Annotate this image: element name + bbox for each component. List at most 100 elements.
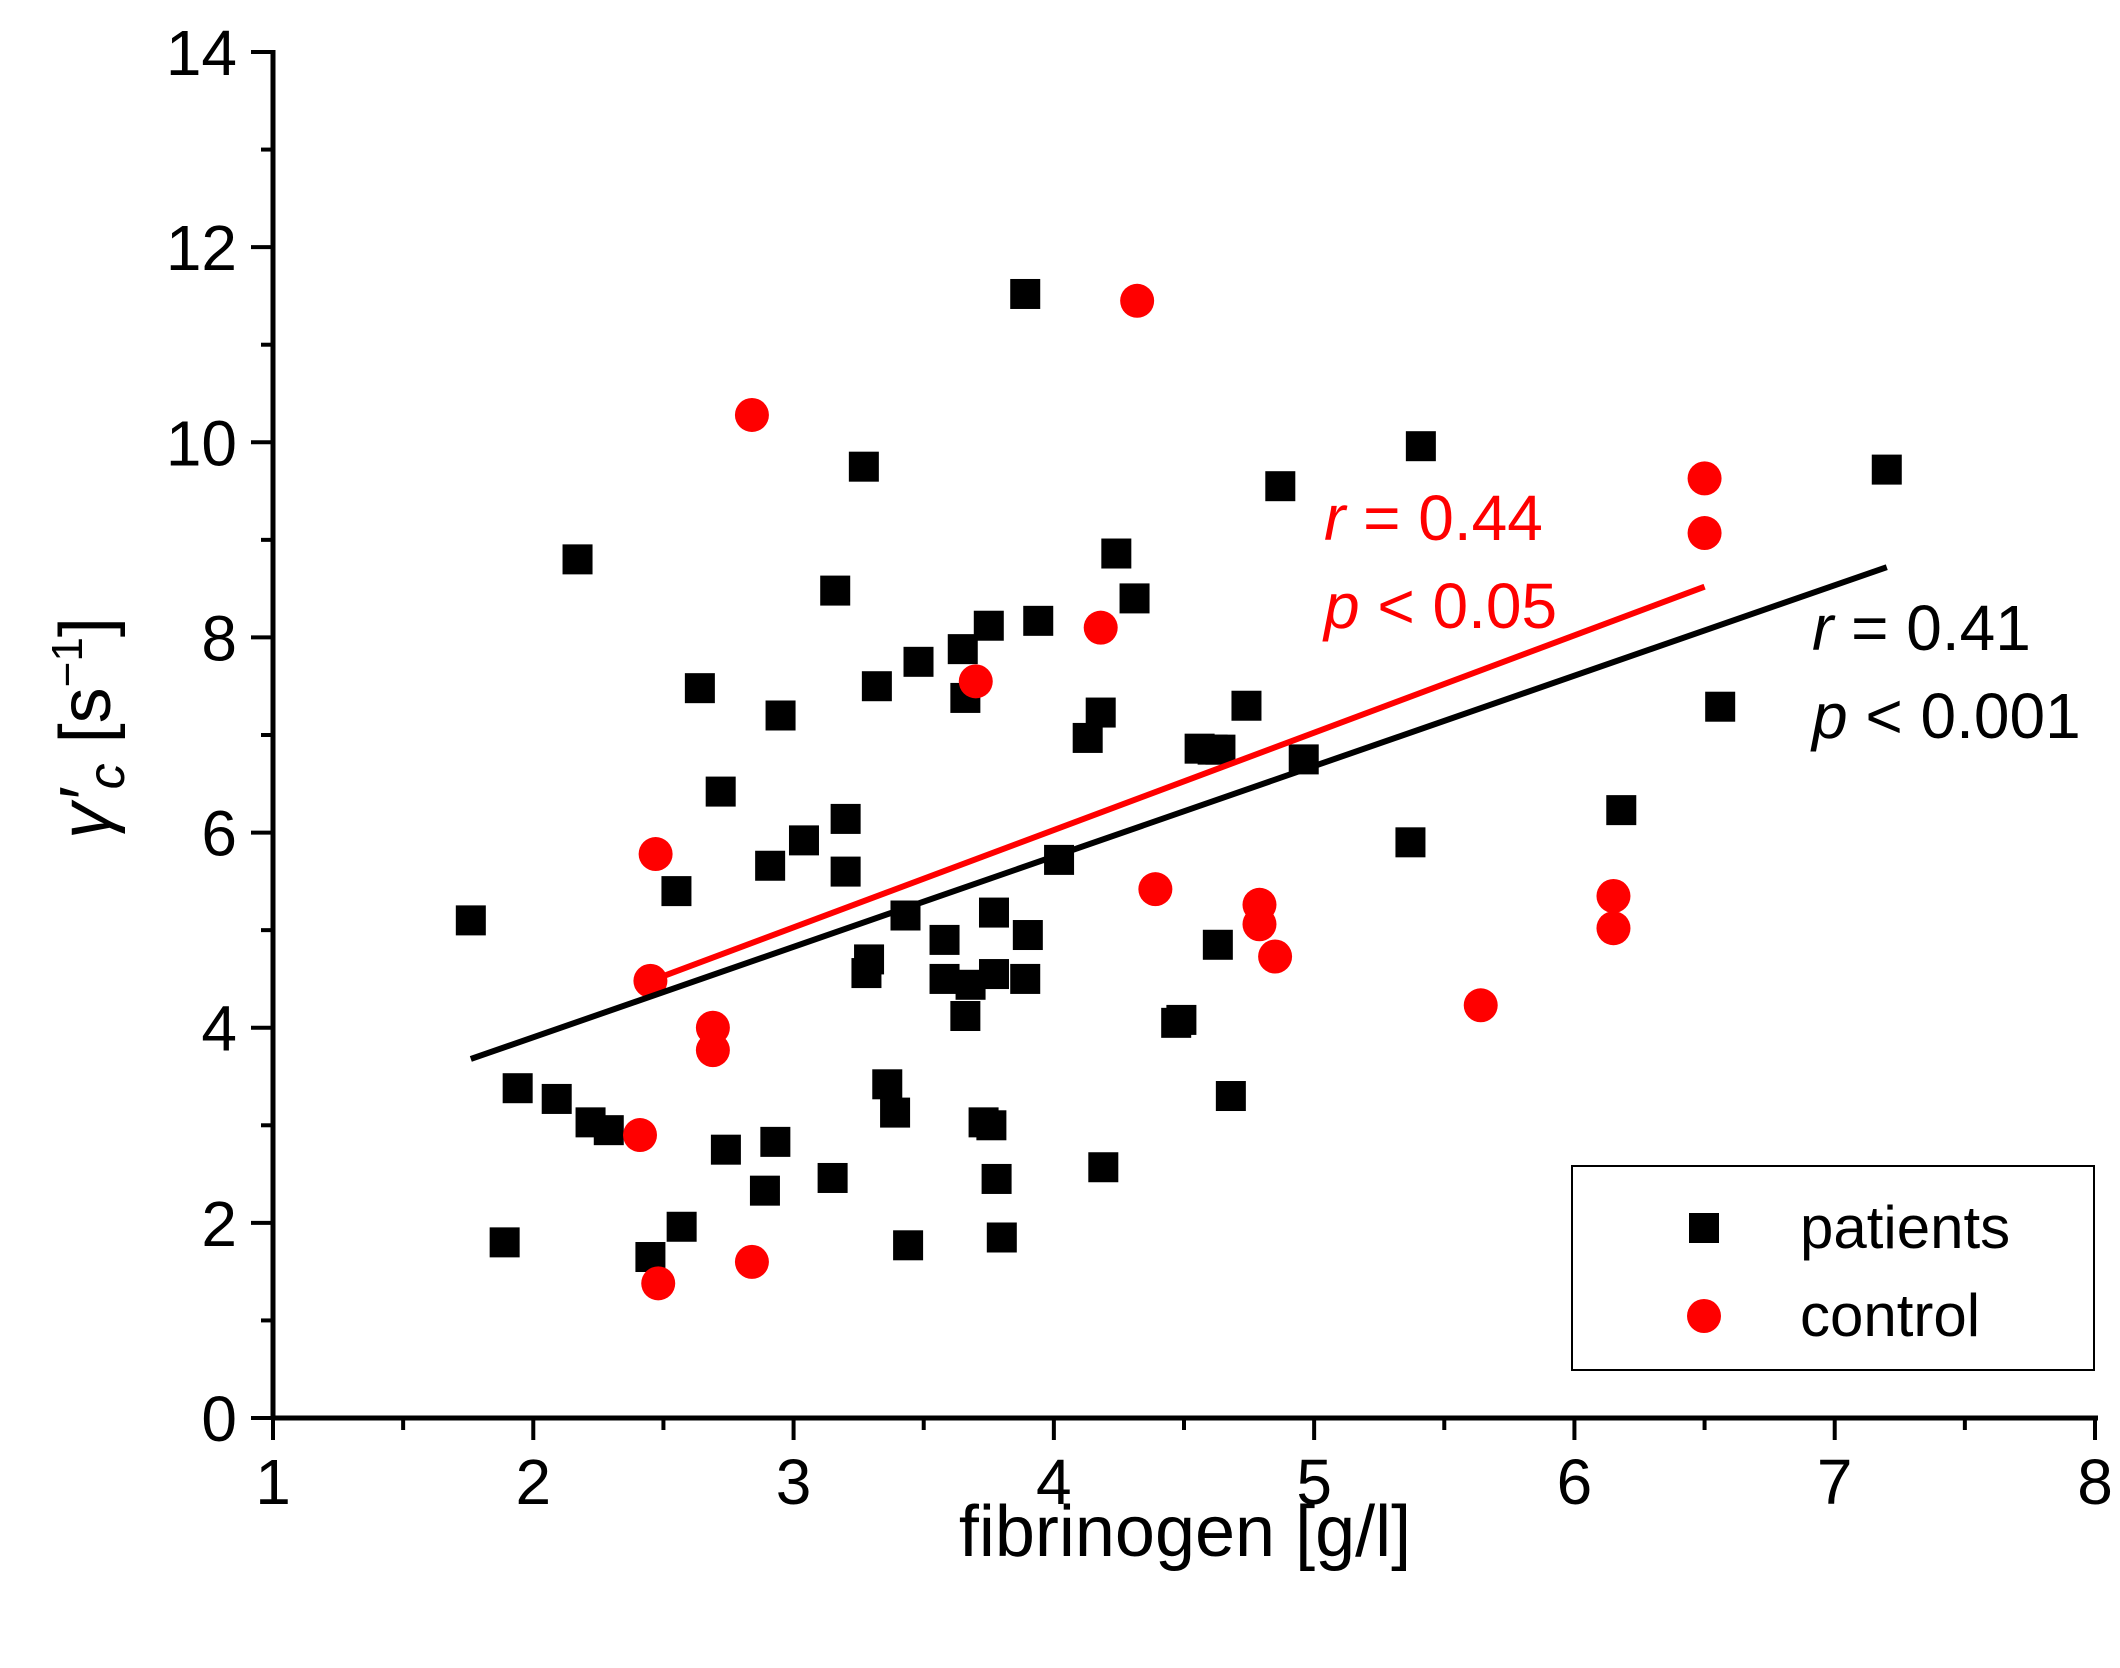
patients-point — [1010, 278, 1041, 309]
control-point — [1120, 283, 1155, 318]
y-tick-label: 4 — [201, 993, 237, 1065]
x-tick-label: 3 — [776, 1446, 812, 1518]
patients-point — [854, 944, 885, 975]
control-point — [695, 1033, 730, 1068]
patients-point — [1085, 697, 1116, 728]
patients-point — [820, 575, 851, 606]
patients-point — [710, 1134, 741, 1165]
patients-point — [1405, 431, 1436, 462]
x-axis-ticks: 1 2 3 4 5 6 7 8 — [255, 1418, 2113, 1518]
patients-point — [1705, 691, 1736, 722]
fit-lines — [469, 564, 1888, 1062]
patients-point — [1088, 1152, 1119, 1183]
patients-point — [1395, 827, 1426, 858]
patients-point — [749, 1175, 780, 1206]
x-tick-label: 2 — [515, 1446, 551, 1518]
control-point — [1258, 939, 1293, 974]
patients-point — [1166, 1004, 1197, 1035]
y-tick-label: 14 — [166, 17, 237, 89]
legend-box — [1571, 1165, 2095, 1371]
x-tick-label: 4 — [1036, 1446, 1072, 1518]
y-tick-label: 12 — [166, 212, 237, 284]
patients-point — [541, 1083, 572, 1114]
x-axis-title: fibrinogen [g/l] — [959, 1492, 1411, 1572]
patients-point — [880, 1097, 911, 1128]
legend-control-marker — [1687, 1299, 1721, 1333]
patients-point — [661, 876, 692, 907]
patients-point — [666, 1211, 697, 1242]
control-point — [734, 1244, 769, 1279]
control-point — [958, 664, 993, 699]
patients-point — [1119, 583, 1150, 614]
legend-patients-marker — [1689, 1213, 1719, 1243]
patients-point — [872, 1069, 903, 1100]
x-tick-label: 7 — [1817, 1446, 1853, 1518]
patients-point — [981, 1163, 1012, 1194]
patients-point — [1023, 605, 1054, 636]
control-r-annotation: r = 0.44 — [1324, 482, 1543, 554]
x-tick-label: 6 — [1557, 1446, 1593, 1518]
y-tick-label: 8 — [201, 602, 237, 674]
patients-point — [1010, 963, 1041, 994]
patients-point — [593, 1115, 624, 1146]
x-tick-label: 1 — [255, 1446, 291, 1518]
patients-series — [455, 278, 1902, 1273]
patients-point — [1215, 1081, 1246, 1112]
control-point — [734, 397, 769, 432]
patients-point — [1072, 722, 1103, 753]
patients-point — [929, 924, 960, 955]
patients-point — [1202, 929, 1233, 960]
control-point — [1242, 907, 1277, 942]
control-point — [641, 1266, 676, 1301]
control-point — [1687, 461, 1722, 496]
y-tick-label: 6 — [201, 798, 237, 870]
patients-point — [861, 671, 892, 702]
control-fit-line — [649, 583, 1706, 984]
y-axis-symbol: γ′ — [46, 787, 126, 839]
control-series — [623, 283, 1722, 1301]
control-point — [1463, 988, 1498, 1023]
patients-point — [817, 1162, 848, 1193]
patients-point — [760, 1126, 791, 1157]
patients-point — [1101, 538, 1132, 569]
patients-point — [502, 1073, 533, 1104]
y-tick-label: 2 — [201, 1188, 237, 1260]
control-point — [1138, 872, 1173, 907]
patients-point — [978, 897, 1009, 928]
patients-point — [1205, 734, 1236, 765]
patients-point — [455, 905, 486, 936]
patients-point — [1606, 795, 1637, 826]
y-tick-label: 0 — [201, 1383, 237, 1455]
patients-point — [788, 825, 819, 856]
patients-point — [1265, 471, 1296, 502]
patients-point — [705, 776, 736, 807]
y-axis-subscript: c — [78, 763, 136, 789]
patients-point — [973, 610, 1004, 641]
patients-r-annotation: r = 0.41 — [1812, 592, 2031, 664]
patients-point — [765, 700, 796, 731]
patients-point — [893, 1230, 924, 1261]
legend-patients-label: patients — [1800, 1194, 2010, 1261]
control-point — [1083, 610, 1118, 645]
patients-point — [1871, 454, 1902, 485]
patients-fit-line — [469, 564, 1888, 1062]
patients-point — [950, 1001, 981, 1032]
patients-point — [830, 803, 861, 834]
patients-point — [755, 850, 786, 881]
patients-point — [1012, 920, 1043, 951]
patients-point — [986, 1222, 1017, 1253]
control-point — [1596, 878, 1631, 913]
control-point — [638, 837, 673, 872]
legend-control-label: control — [1800, 1282, 1980, 1349]
patients-point — [903, 646, 934, 677]
y-axis-ticks: 0 2 4 6 8 10 12 14 — [166, 17, 273, 1455]
patients-point — [929, 963, 960, 994]
y-tick-label: 10 — [166, 407, 237, 479]
patients-point — [848, 451, 879, 482]
patients-point — [830, 856, 861, 887]
patients-point — [976, 1110, 1007, 1141]
patients-point — [562, 544, 593, 575]
patients-point — [684, 673, 715, 704]
x-tick-label: 5 — [1296, 1446, 1332, 1518]
y-axis-unit-close: ] — [46, 617, 126, 637]
